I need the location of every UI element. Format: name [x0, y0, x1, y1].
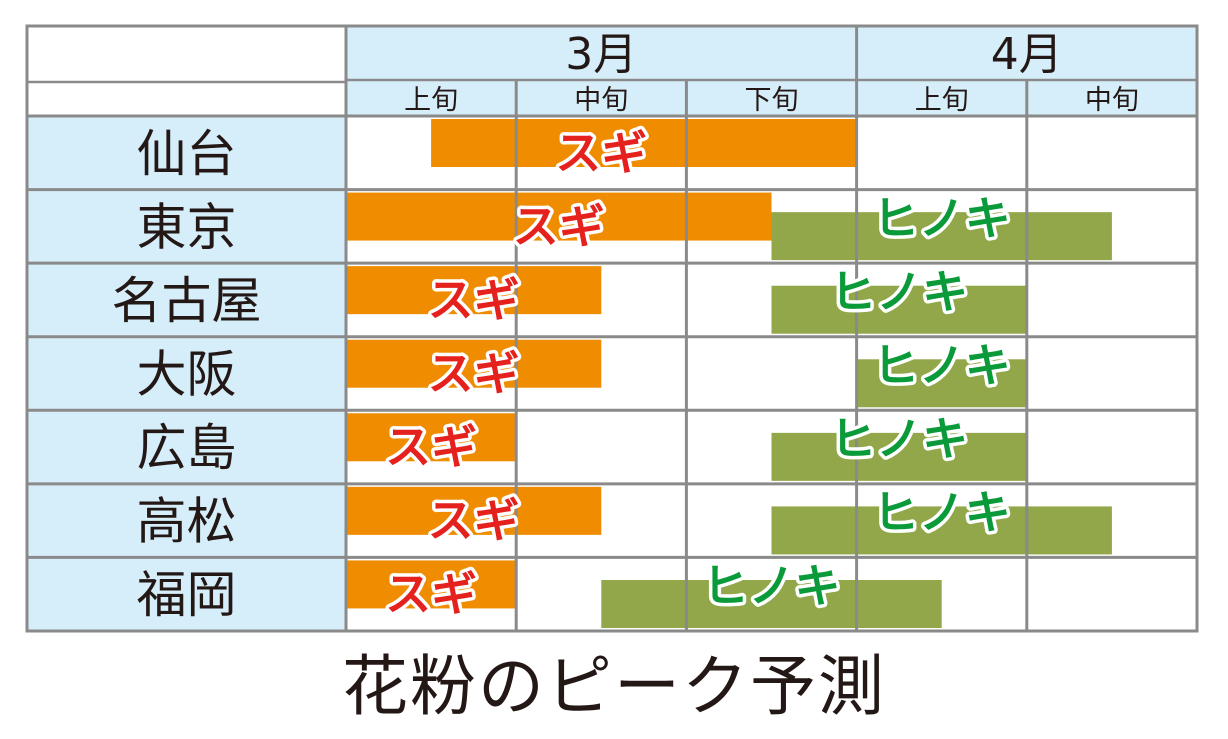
city-label-4: 広島 — [137, 419, 237, 477]
city-label-1: 東京 — [137, 198, 237, 256]
sugi-bar-2 — [346, 266, 602, 315]
period-label-4: 中旬 — [1085, 85, 1139, 116]
sugi-bar-5 — [346, 486, 602, 535]
period-label-1: 中旬 — [574, 85, 628, 116]
sugi-bar-1 — [346, 192, 772, 241]
hinoki-label-5: ヒノキ — [873, 486, 1011, 540]
hinoki-bar-6 — [601, 580, 942, 628]
city-label-6: 福岡 — [137, 566, 237, 624]
hinoki-label-3: ヒノキ — [873, 339, 1011, 393]
month-label-0: 3月 — [565, 29, 637, 80]
city-label-5: 高松 — [137, 493, 237, 551]
period-label-2: 下旬 — [745, 85, 799, 116]
hinoki-label-1: ヒノキ — [873, 191, 1011, 245]
sugi-bar-0 — [431, 119, 857, 167]
period-label-0: 上旬 — [404, 85, 458, 116]
month-label-1: 4月 — [991, 29, 1063, 80]
sugi-label-4: スギ — [385, 420, 477, 474]
hinoki-label-2: ヒノキ — [830, 265, 968, 319]
hinoki-label-6: ヒノキ — [703, 559, 841, 613]
sugi-bar-6 — [346, 560, 517, 609]
sugi-bar-3 — [346, 339, 602, 388]
sugi-bar-4 — [346, 413, 517, 462]
hinoki-bar-5 — [771, 506, 1112, 555]
hinoki-bar-1 — [771, 212, 1112, 261]
city-label-3: 大阪 — [137, 346, 237, 404]
chart-title: 花粉のピーク予測 — [342, 648, 886, 725]
sugi-label-0: スギ — [555, 126, 647, 180]
city-label-0: 仙台 — [137, 125, 237, 183]
sugi-label-5: スギ — [428, 494, 520, 548]
city-column-background — [27, 116, 346, 631]
hinoki-label-4: ヒノキ — [830, 412, 968, 466]
sugi-label-3: スギ — [428, 347, 520, 401]
city-label-2: 名古屋 — [112, 272, 262, 330]
hinoki-bar-3 — [856, 359, 1027, 408]
header-background — [346, 26, 1197, 116]
sugi-label-1: スギ — [513, 199, 605, 253]
period-label-3: 上旬 — [915, 85, 969, 116]
hinoki-bar-4 — [771, 432, 1027, 481]
hinoki-bar-2 — [771, 285, 1027, 334]
sugi-label-2: スギ — [428, 273, 520, 327]
sugi-label-6: スギ — [385, 567, 477, 621]
